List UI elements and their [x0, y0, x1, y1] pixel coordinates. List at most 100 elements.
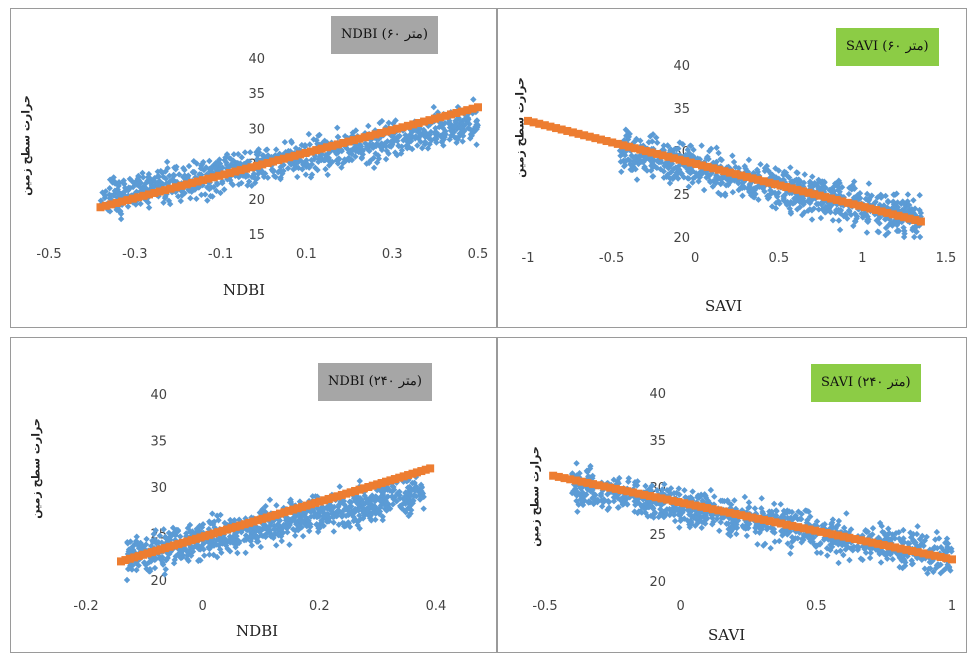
scatter-point: [315, 132, 322, 139]
scatter-point: [195, 184, 203, 191]
trend-marker: [623, 487, 632, 496]
trend-marker: [329, 493, 337, 502]
trend-marker: [311, 498, 320, 507]
scatter-point: [707, 486, 715, 494]
y-tick-label: 20: [649, 575, 666, 590]
scatter-point: [600, 496, 608, 503]
scatter-point: [594, 496, 602, 504]
scatter-point: [876, 550, 883, 558]
trend-marker: [249, 517, 258, 526]
trend-marker: [342, 489, 351, 498]
scatter-point: [235, 181, 243, 188]
trend-marker: [112, 198, 121, 207]
scatter-point: [796, 203, 804, 211]
trend-marker: [905, 214, 914, 223]
trend-marker: [646, 492, 655, 501]
scatter-point: [218, 549, 225, 556]
scatter-point: [633, 135, 640, 143]
scatter-point: [789, 178, 796, 185]
scatter-point: [191, 169, 198, 176]
scatter-point: [674, 175, 682, 182]
trend-marker: [209, 173, 218, 182]
scatter-point: [625, 475, 632, 482]
scatter-point: [382, 155, 390, 163]
trend-marker: [793, 185, 802, 194]
scatter-point: [115, 180, 122, 188]
trend-marker: [948, 555, 956, 564]
scatter-point: [680, 174, 688, 181]
trend-marker: [855, 201, 864, 210]
scatter-point: [889, 531, 896, 538]
trend-marker: [420, 117, 429, 126]
scatter-point: [772, 165, 779, 172]
trend-marker: [866, 204, 875, 213]
trend-marker: [896, 544, 905, 553]
trend-marker: [557, 125, 566, 134]
scatter-point: [827, 546, 834, 554]
trend-marker: [333, 140, 342, 149]
scatter-point: [356, 477, 363, 485]
trend-marker: [879, 541, 888, 550]
scatter-point: [836, 226, 844, 234]
trend-marker: [166, 184, 175, 193]
scatter-point: [885, 525, 892, 532]
trend-marker: [908, 547, 917, 556]
scatter-point: [197, 546, 204, 553]
scatter-point: [771, 538, 779, 545]
scatter-point: [703, 174, 710, 181]
trend-marker: [215, 171, 224, 180]
trend-marker: [641, 147, 650, 156]
scatter-point: [190, 157, 198, 165]
trend-marker: [399, 472, 408, 481]
scatter-point: [259, 152, 266, 159]
scatter-point: [171, 180, 179, 187]
y-axis-label: حرارت سطح زمین: [29, 418, 43, 519]
scatter-point: [367, 157, 374, 164]
scatter-point: [671, 508, 678, 515]
scatter-point: [809, 173, 816, 180]
trend-marker: [862, 537, 871, 546]
trend-marker: [697, 502, 706, 511]
scatter-point: [392, 149, 399, 156]
trend-marker: [560, 474, 569, 483]
trend-marker: [315, 497, 324, 506]
trend-marker: [731, 509, 740, 518]
scatter-point: [334, 133, 342, 140]
scatter-point: [227, 161, 235, 168]
scatter-point: [799, 211, 806, 219]
trend-marker: [552, 124, 561, 133]
trend-marker: [788, 521, 797, 530]
scatter-point: [140, 545, 148, 552]
scatter-point: [418, 144, 426, 152]
scatter-point: [155, 173, 163, 180]
scatter-point: [448, 128, 456, 136]
scatter-point: [170, 560, 178, 567]
scatter-point: [776, 200, 783, 207]
scatter-point: [695, 173, 702, 180]
scatter-point: [301, 141, 309, 149]
trend-marker: [608, 138, 617, 147]
scatter-point: [162, 175, 170, 182]
trend-marker: [900, 213, 909, 222]
scatter-point: [878, 522, 885, 530]
scatter-point: [124, 203, 132, 210]
scatter-point: [890, 191, 897, 198]
scatter-point: [418, 483, 425, 491]
scatter-point: [576, 491, 583, 498]
trend-marker: [737, 511, 746, 520]
scatter-point: [919, 532, 926, 540]
trend-marker: [187, 536, 196, 545]
scatter-point: [162, 193, 169, 201]
trend-marker: [883, 208, 892, 217]
trend-marker: [585, 132, 594, 141]
scatter-point: [840, 524, 848, 532]
scatter-point: [271, 172, 278, 180]
scatter-point: [590, 499, 598, 506]
trend-marker: [771, 518, 780, 527]
scatter-point: [110, 192, 118, 199]
scatter-point: [359, 504, 366, 512]
scatter-point: [690, 146, 697, 154]
scatter-point: [126, 175, 134, 183]
trend-marker: [355, 485, 364, 494]
scatter-point: [682, 494, 689, 501]
